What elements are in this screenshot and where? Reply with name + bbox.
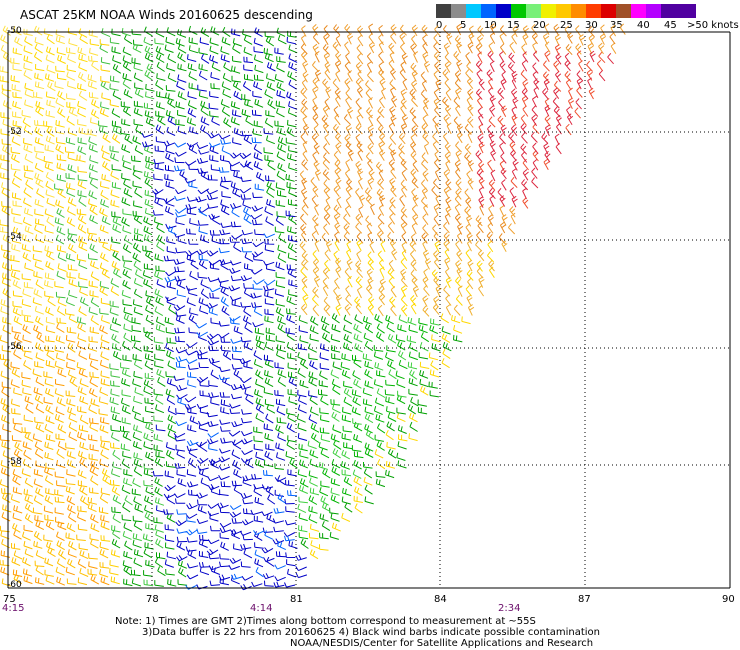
legend-label: 35 — [610, 20, 623, 31]
lat-label: -56 — [7, 342, 22, 352]
wind-barbs — [299, 239, 508, 317]
wind-barbs — [164, 137, 298, 590]
footnotes: Note: 1) Times are GMT 2)Times along bot… — [115, 616, 600, 649]
note-line-1: Note: 1) Times are GMT 2)Times along bot… — [115, 616, 536, 627]
lon-label: 75 — [3, 594, 16, 605]
legend-swatch-14 — [646, 4, 661, 18]
legend-swatch-5 — [511, 4, 526, 18]
legend-label: 5 — [460, 20, 467, 31]
legend-label: >50 knots — [687, 20, 739, 31]
legend-label: 10 — [484, 20, 497, 31]
legend-label: 25 — [560, 20, 573, 31]
wind-barbs — [141, 27, 330, 591]
legend-swatch-11 — [601, 4, 616, 18]
lat-label: -50 — [7, 26, 22, 36]
legend-label: 0 — [436, 20, 443, 31]
wind-barbs — [476, 44, 606, 209]
wind-barbs — [475, 50, 614, 208]
legend-label: 30 — [585, 20, 598, 31]
legend-swatch-6 — [526, 4, 541, 18]
lon-label: 78 — [146, 594, 159, 605]
lon-label: 81 — [290, 594, 303, 605]
legend-label: 45 — [664, 20, 677, 31]
lon-label: 87 — [578, 594, 591, 605]
wind-barbs — [300, 23, 616, 245]
wind-barb-field — [0, 23, 626, 591]
legend-label: 20 — [533, 20, 546, 31]
legend-swatch-8 — [556, 4, 571, 18]
wind-barbs — [0, 27, 495, 560]
legend-label: 40 — [637, 20, 650, 31]
legend-swatch-9 — [571, 4, 586, 18]
legend-swatch-1 — [451, 4, 466, 18]
legend-label: 15 — [507, 20, 520, 31]
wind-barbs — [110, 25, 463, 587]
time-label: 4:14 — [250, 603, 273, 614]
lat-label: -60 — [7, 580, 22, 590]
legend-swatch-15 — [661, 4, 696, 18]
wind-barbs — [299, 23, 626, 245]
wind-barbs — [0, 323, 110, 586]
legend-swatch-4 — [496, 4, 511, 18]
lon-label: 84 — [434, 594, 447, 605]
wind-barbs — [54, 28, 121, 540]
legend-swatch-10 — [586, 4, 601, 18]
lat-lon-grid — [7, 31, 731, 589]
note-line-2: 3)Data buffer is 22 hrs from 20160625 4)… — [142, 627, 600, 638]
lat-label: -54 — [7, 232, 22, 242]
wind-barbs — [297, 314, 440, 533]
legend-swatch-2 — [466, 4, 481, 18]
note-line-3: NOAA/NESDIS/Center for Satellite Applica… — [290, 638, 594, 649]
lon-label: 90 — [722, 594, 735, 605]
time-label: 4:15 — [2, 603, 25, 614]
wind-barbs — [111, 28, 165, 587]
wind-speed-legend: 0 5 10 15 20 25 30 35 40 45 >50 knots — [436, 4, 739, 36]
legend-swatch-3 — [481, 4, 496, 18]
wind-barbs — [0, 25, 100, 325]
legend-swatch-12 — [616, 4, 631, 18]
legend-swatch-0 — [436, 4, 451, 18]
legend-swatch-7 — [541, 4, 556, 18]
map-title: ASCAT 25KM NOAA Winds 20160625 descendin… — [20, 8, 313, 22]
time-label: 2:34 — [498, 603, 521, 614]
lat-label: -52 — [7, 127, 22, 137]
wind-barbs — [289, 313, 439, 540]
wind-barbs — [0, 39, 121, 585]
wind-barbs — [0, 322, 111, 587]
legend-swatch-13 — [631, 4, 646, 18]
lat-label: -58 — [7, 457, 22, 467]
